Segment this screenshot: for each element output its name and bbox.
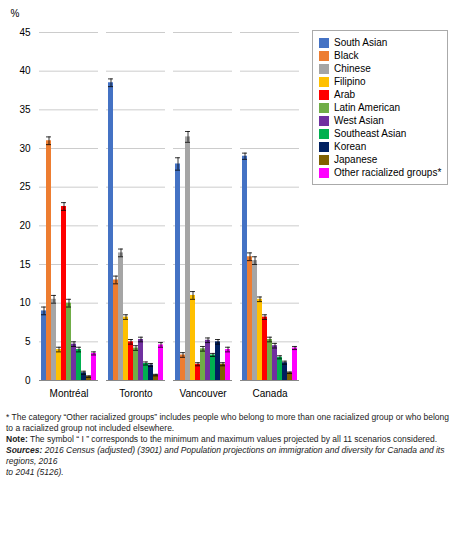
svg-text:30: 30	[19, 143, 31, 154]
html-text:Filipino: Filipino	[334, 76, 366, 87]
html-text:Korean: Korean	[334, 141, 367, 152]
html-text:Black: Black	[334, 50, 359, 61]
html-text:Southeast Asian: Southeast Asian	[334, 128, 407, 139]
html-text:West Asian: West Asian	[334, 115, 384, 126]
svg-text:15: 15	[19, 259, 31, 270]
html-text:to 2041 (5126).: to 2041 (5126).	[6, 467, 64, 477]
svg-text:Vancouver: Vancouver	[179, 388, 227, 399]
html-text:Sources: 2016 Census (adjusted: Sources: 2016 Census (adjusted) (3901) a…	[6, 445, 445, 466]
svg-text:Canada: Canada	[252, 388, 287, 399]
svg-text:40: 40	[19, 65, 31, 76]
svg-text:25: 25	[19, 181, 31, 192]
html-text:South Asian: South Asian	[334, 37, 388, 48]
html-text:Other racialized groups*: Other racialized groups*	[334, 167, 442, 178]
svg-text:20: 20	[19, 220, 31, 231]
svg-text:45: 45	[19, 27, 31, 38]
html-text:Japanese: Japanese	[334, 154, 378, 165]
html-text:Arab: Arab	[334, 89, 356, 100]
svg-text:Toronto: Toronto	[119, 388, 153, 399]
html-text:Chinese: Chinese	[334, 63, 371, 74]
svg-text:10: 10	[19, 297, 31, 308]
html-text:to a racialized group not incl: to a racialized group not included elsew…	[6, 423, 175, 433]
html-text:Latin American: Latin American	[334, 102, 401, 113]
svg-text:0: 0	[25, 375, 31, 386]
svg-text:%: %	[11, 8, 20, 19]
svg-text:35: 35	[19, 104, 31, 115]
svg-text:Montréal: Montréal	[50, 388, 89, 399]
svg-text:5: 5	[25, 336, 31, 347]
html-text:* The category “Other racializ: * The category “Other racialized groups”…	[6, 412, 450, 422]
html-text:Note: The symbol “ I ” corresp: Note: The symbol “ I ” corresponds to th…	[6, 434, 437, 444]
